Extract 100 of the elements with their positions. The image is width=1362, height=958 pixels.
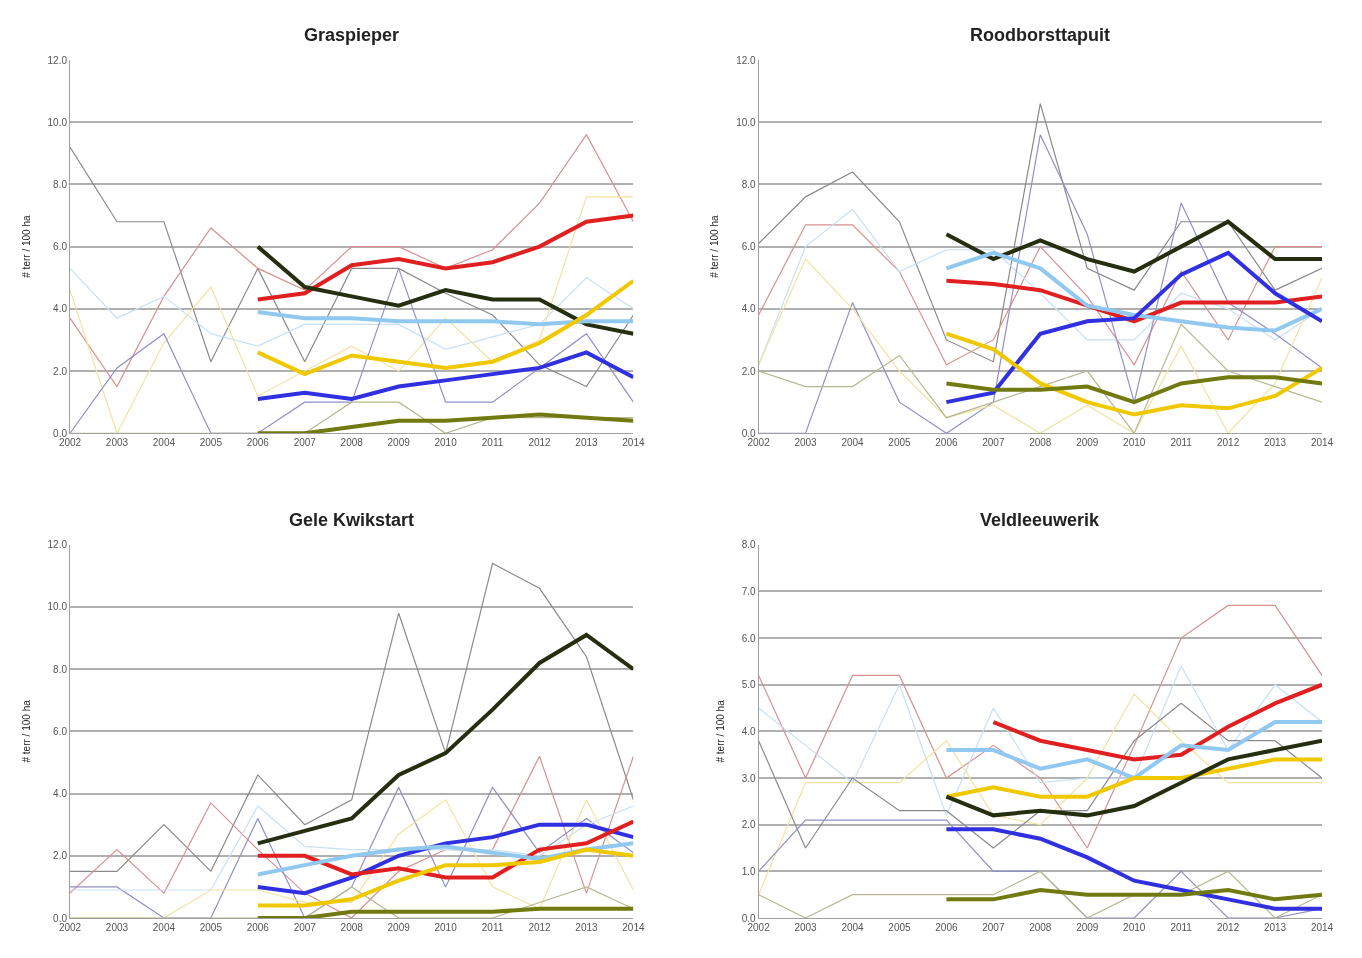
- x-tick-label: 2003: [105, 922, 129, 933]
- y-tick-label: 5.0: [741, 679, 757, 691]
- x-tick-label: 2012: [1216, 922, 1240, 933]
- x-tick-label: 2002: [58, 922, 82, 933]
- line-series: [758, 665, 1322, 816]
- x-tick-label: 2008: [340, 922, 364, 933]
- line-series: [944, 250, 1322, 333]
- y-tick-label: 2.0: [741, 365, 757, 377]
- y-tick-label: 6.0: [53, 241, 68, 253]
- x-tick-label: 2005: [199, 437, 223, 449]
- y-tick-label: 2.0: [53, 365, 68, 377]
- x-tick-label: 2002: [747, 922, 771, 933]
- y-tick-label: 8.0: [741, 539, 757, 551]
- x-tick-label: 2008: [1029, 922, 1052, 933]
- line-series: [255, 278, 634, 377]
- y-tick-label: 1.0: [741, 865, 757, 877]
- x-tick-label: 2011: [1170, 922, 1193, 933]
- x-tick-label: 2009: [1076, 437, 1099, 449]
- line-series: [944, 738, 1322, 818]
- x-tick-label: 2009: [1076, 922, 1099, 933]
- x-tick-label: 2002: [747, 437, 771, 449]
- x-tick-label: 2009: [387, 437, 411, 449]
- x-tick-label: 2004: [152, 437, 176, 449]
- x-tick-label: 2008: [1029, 437, 1052, 449]
- line-series: [944, 827, 1322, 911]
- line-series: [255, 350, 634, 402]
- line-series: [944, 219, 1322, 274]
- x-tick-label: 2002: [58, 437, 82, 449]
- y-axis-title: # terr / 100 ha: [709, 215, 721, 278]
- line-series: [255, 244, 634, 336]
- x-tick-label: 2003: [794, 922, 818, 933]
- y-tick-label: 4.0: [741, 725, 757, 737]
- x-tick-label: 2013: [575, 922, 599, 933]
- x-tick-label: 2006: [935, 437, 958, 449]
- y-axis-title: # terr / 100 ha: [714, 699, 726, 763]
- x-tick-label: 2004: [841, 437, 865, 449]
- x-tick-label: 2012: [528, 437, 552, 449]
- x-tick-label: 2010: [434, 922, 458, 933]
- x-tick-label: 2006: [246, 437, 270, 449]
- y-tick-label: 12.0: [736, 54, 757, 66]
- x-tick-label: 2005: [888, 437, 912, 449]
- x-tick-label: 2005: [199, 922, 223, 933]
- y-axis-title: # terr / 100 ha: [20, 699, 32, 763]
- y-tick-label: 0.0: [741, 912, 757, 924]
- chart-title: Roodborsttapuit: [970, 25, 1110, 45]
- line-series: [255, 632, 634, 846]
- x-tick-label: 2011: [481, 437, 504, 449]
- x-tick-label: 2014: [622, 922, 645, 933]
- line-series: [944, 250, 1322, 405]
- y-tick-label: 0.0: [53, 912, 68, 924]
- x-tick-label: 2007: [293, 437, 317, 449]
- line-series: [255, 412, 634, 434]
- x-tick-label: 2004: [841, 922, 865, 933]
- y-tick-label: 10.0: [47, 601, 68, 613]
- line-series: [944, 720, 1322, 781]
- y-tick-label: 4.0: [53, 303, 68, 315]
- x-tick-label: 2014: [1310, 922, 1334, 933]
- x-tick-label: 2013: [1263, 922, 1287, 933]
- y-tick-label: 6.0: [741, 241, 757, 253]
- x-tick-label: 2014: [1310, 437, 1334, 449]
- x-tick-label: 2014: [622, 437, 645, 449]
- x-tick-label: 2005: [888, 922, 912, 933]
- line-series: [255, 819, 634, 880]
- x-tick-label: 2012: [528, 922, 552, 933]
- x-tick-label: 2010: [1123, 437, 1146, 449]
- x-tick-label: 2006: [935, 922, 958, 933]
- x-tick-label: 2010: [434, 437, 458, 449]
- y-tick-label: 8.0: [53, 178, 68, 190]
- line-series: [944, 757, 1322, 799]
- x-tick-label: 2010: [1123, 922, 1146, 933]
- x-tick-label: 2007: [982, 437, 1005, 449]
- chart-title: Graspieper: [304, 25, 400, 45]
- x-tick-label: 2011: [481, 922, 504, 933]
- x-tick-label: 2008: [340, 437, 364, 449]
- line-series: [944, 375, 1322, 405]
- x-tick-label: 2013: [1263, 437, 1287, 449]
- y-tick-label: 4.0: [53, 788, 68, 800]
- x-tick-label: 2004: [152, 922, 176, 933]
- y-tick-label: 0.0: [741, 427, 757, 439]
- y-tick-label: 4.0: [741, 303, 757, 315]
- line-series: [255, 309, 634, 327]
- y-tick-label: 2.0: [741, 819, 757, 831]
- line-series: [70, 562, 634, 872]
- x-tick-label: 2009: [387, 922, 411, 933]
- y-tick-label: 7.0: [741, 585, 757, 597]
- y-tick-label: 2.0: [53, 850, 68, 862]
- line-series: [944, 331, 1322, 417]
- y-tick-label: 3.0: [741, 772, 757, 784]
- line-series: [758, 702, 1322, 849]
- x-tick-label: 2011: [1170, 437, 1193, 449]
- line-series: [255, 213, 634, 302]
- x-tick-label: 2007: [293, 922, 317, 933]
- y-tick-label: 6.0: [741, 632, 757, 644]
- x-tick-label: 2006: [246, 922, 270, 933]
- y-tick-label: 6.0: [53, 725, 68, 737]
- x-tick-label: 2003: [794, 437, 818, 449]
- y-tick-label: 10.0: [736, 116, 757, 128]
- y-tick-label: 12.0: [47, 54, 68, 66]
- x-tick-label: 2007: [982, 922, 1005, 933]
- y-axis-title: # terr / 100 ha: [20, 215, 32, 278]
